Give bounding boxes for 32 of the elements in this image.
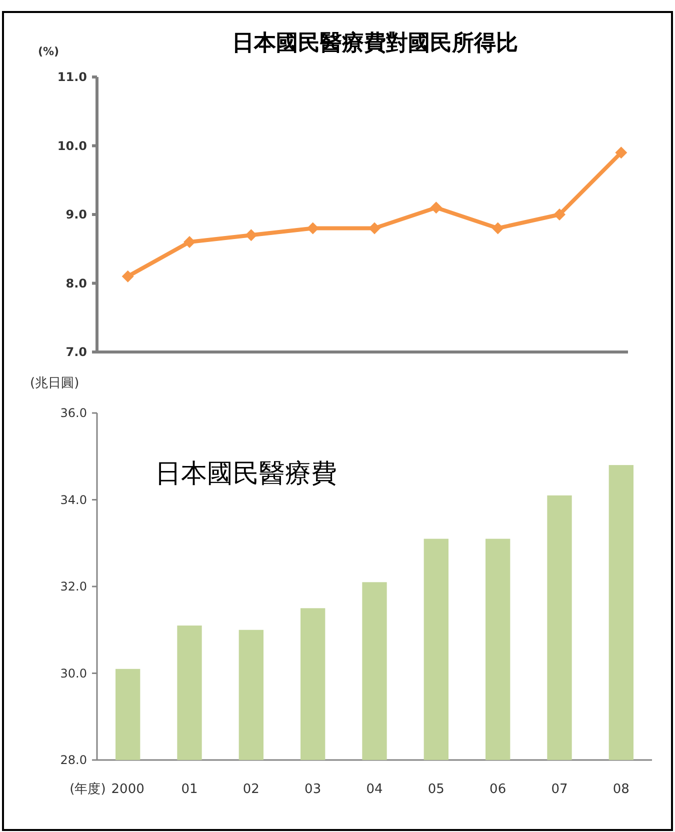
point	[554, 208, 566, 220]
y-tick-label: 11.0	[57, 70, 87, 84]
y-axis-title: (兆日圓)	[30, 376, 80, 391]
y-tick-label: 36.0	[60, 406, 87, 420]
point	[430, 202, 442, 214]
x-tick-label: 02	[242, 782, 260, 797]
text: 日本國民醫療費	[155, 459, 337, 489]
x-tick-label: 06	[490, 782, 506, 797]
y-tick-label: 28.0	[60, 753, 87, 767]
point	[245, 229, 258, 242]
x-tick-label: 03	[304, 782, 322, 797]
y-tick-label: 8.0	[66, 276, 87, 290]
x-axis-title: (年度)	[70, 781, 106, 797]
x-tick-label: 07	[551, 782, 568, 797]
point	[492, 222, 504, 234]
x-tick-label: 04	[366, 782, 383, 797]
chart-title: 日本國民醫療費對國民所得比	[232, 30, 518, 56]
y-tick-label: 34.0	[60, 492, 87, 507]
y-tick-label: 32.0	[60, 580, 87, 594]
x-tick-label: 2000	[111, 782, 144, 797]
point	[615, 146, 628, 159]
y-tick-label: 7.0	[66, 345, 87, 359]
point	[184, 236, 196, 248]
point	[122, 270, 134, 282]
x-tick-label: 08	[612, 782, 630, 797]
x-tick-label: 01	[181, 782, 198, 797]
x-tick-label: 05	[428, 782, 444, 797]
y-axis-title: (%)	[38, 45, 60, 58]
point	[368, 222, 380, 234]
y-tick-label: 30.0	[60, 666, 87, 680]
y-tick-label: 9.0	[66, 208, 87, 222]
y-tick-label: 10.0	[57, 138, 87, 153]
